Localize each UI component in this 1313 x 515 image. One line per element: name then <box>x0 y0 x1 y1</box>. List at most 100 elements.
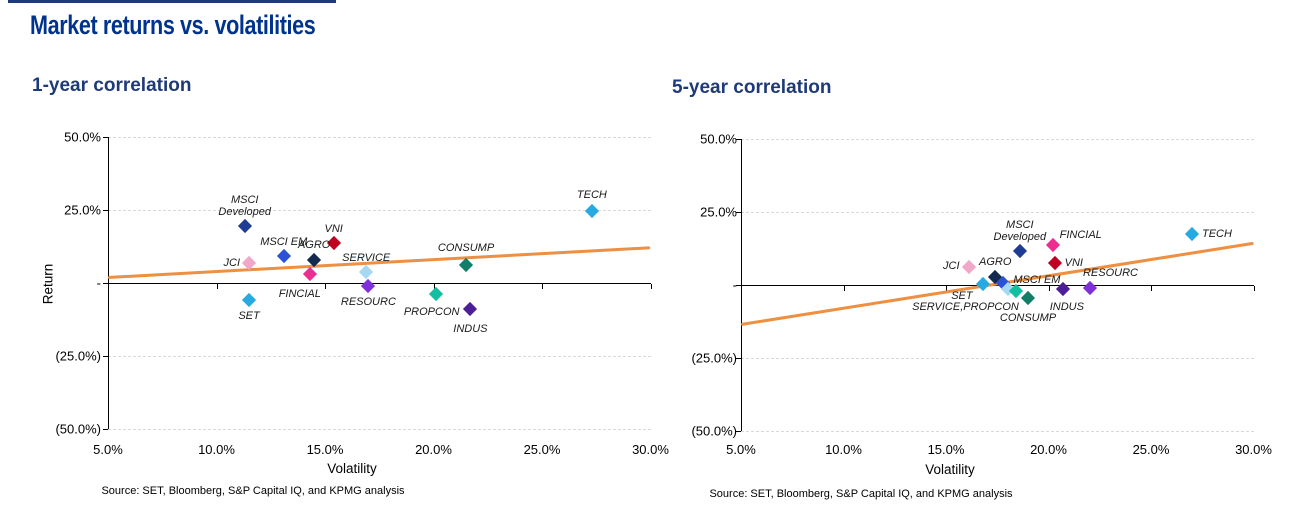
y-tick-label: (25.0%) <box>691 350 737 366</box>
point-indus <box>463 301 478 317</box>
y-tick <box>736 211 741 213</box>
y-axis-spine <box>108 137 109 429</box>
y-tick-label: 25.0% <box>64 202 101 218</box>
point-label-msci-developed: MSCI Developed <box>218 194 271 219</box>
gridline <box>108 136 651 138</box>
x-tick <box>946 286 947 291</box>
gridline <box>108 355 651 357</box>
x-tick <box>1048 286 1050 291</box>
x-tick-label: 10.0% <box>825 442 862 457</box>
point-label-agro: AGRO <box>297 238 331 251</box>
y-tick <box>103 282 108 284</box>
point-label-consump: CONSUMP <box>437 241 495 254</box>
page-title: Market returns vs. volatilities <box>30 10 316 40</box>
point-label-indus: INDUS <box>453 322 488 335</box>
source-note-left: Source: SET, Bloomberg, S&P Capital IQ, … <box>101 485 405 497</box>
point-jci <box>241 256 257 271</box>
point-label-consump: CONSUMP <box>999 312 1057 325</box>
point-label-propcon: PROPCON <box>403 306 460 319</box>
point-label-resourc: RESOURC <box>340 295 396 308</box>
gridline <box>741 357 1254 359</box>
point-set <box>975 276 990 291</box>
point-label-set: SET <box>238 309 260 322</box>
x-axis-zero-line <box>741 285 1254 286</box>
point-label-fincial: FINCIAL <box>278 287 321 300</box>
y-tick-label: (50.0%) <box>691 423 737 439</box>
trend-line <box>107 245 651 279</box>
point-label-msci-em: MSCI EM <box>260 236 308 249</box>
x-tick <box>843 286 845 291</box>
x-tick <box>650 284 652 289</box>
point-label-msci-em: MSCI EM <box>1013 273 1061 286</box>
x-tick-label: 30.0% <box>1235 442 1272 457</box>
point-resourc <box>1082 280 1097 295</box>
y-tick <box>736 357 741 359</box>
point-set <box>241 292 257 307</box>
x-tick-label: 30.0% <box>632 442 669 457</box>
point-label-vni: VNI <box>324 222 343 235</box>
point-fincial <box>1045 237 1060 252</box>
y-axis-title-return: Return <box>40 263 56 305</box>
point-propcon <box>428 287 443 302</box>
trend-line <box>740 241 1254 326</box>
point-label-jci: JCI <box>223 257 241 270</box>
point-label-tech: TECH <box>576 188 607 201</box>
point-service <box>359 264 374 279</box>
point-msci-developed <box>1012 243 1027 258</box>
x-axis-zero-line <box>108 283 651 284</box>
x-tick-label: 15.0% <box>927 442 965 457</box>
point-label-service: SERVICE <box>342 251 391 264</box>
x-tick-label: 25.0% <box>523 442 561 457</box>
x-tick-label: 5.0% <box>726 442 756 457</box>
x-tick <box>542 284 543 289</box>
point-indus <box>1055 282 1070 297</box>
y-tick-label: 25.0% <box>700 204 737 220</box>
x-tick-label: 5.0% <box>93 442 123 457</box>
point-label-jci: JCI <box>943 259 960 272</box>
point-agro <box>988 269 1003 284</box>
point-label-set: SET <box>951 289 973 302</box>
y-tick <box>736 430 741 432</box>
gridline <box>741 211 1254 213</box>
x-tick-label: 20.0% <box>415 442 452 457</box>
y-tick <box>103 209 108 211</box>
x-tick-label: 15.0% <box>306 442 344 457</box>
x-tick <box>325 284 326 289</box>
gridline <box>108 209 651 211</box>
header-rule <box>8 0 336 3</box>
x-tick <box>1253 286 1255 291</box>
y-axis-spine <box>741 139 742 431</box>
gridline <box>741 430 1254 432</box>
y-tick <box>103 428 108 430</box>
y-tick <box>103 355 108 357</box>
point-label-service: SERVICE,PROPCON <box>912 300 1019 313</box>
source-note-right: Source: SET, Bloomberg, S&P Capital IQ, … <box>709 488 1013 500</box>
point-label-indus: INDUS <box>1049 301 1084 314</box>
x-tick-label: 10.0% <box>198 442 235 457</box>
y-tick-label: - <box>732 277 737 293</box>
point-label-resourc: RESOURC <box>1082 266 1139 279</box>
point-fincial <box>302 266 317 282</box>
y-tick <box>103 136 108 138</box>
y-tick <box>736 138 741 140</box>
point-agro <box>307 252 322 267</box>
point-msci-developed <box>237 218 252 234</box>
point-label-agro: AGRO <box>978 255 1012 268</box>
chart-title-5-year: 5-year correlation <box>672 77 832 98</box>
x-tick <box>1151 286 1152 291</box>
point-resourc <box>361 278 376 293</box>
y-tick-label: (25.0%) <box>55 348 101 364</box>
gridline <box>108 428 651 430</box>
point-label-fincial: FINCIAL <box>1059 228 1102 241</box>
x-tick-label: 20.0% <box>1030 442 1067 457</box>
point-label-vni: VNI <box>1064 256 1083 269</box>
chart-title-1-year: 1-year correlation <box>32 75 192 96</box>
point-consump <box>458 257 474 272</box>
point-label-msci-developed: MSCI Developed <box>993 218 1047 243</box>
point-consump <box>1020 291 1036 306</box>
x-axis-title-volatility-left: Volatility <box>327 461 377 476</box>
x-tick-label: 25.0% <box>1132 442 1170 457</box>
